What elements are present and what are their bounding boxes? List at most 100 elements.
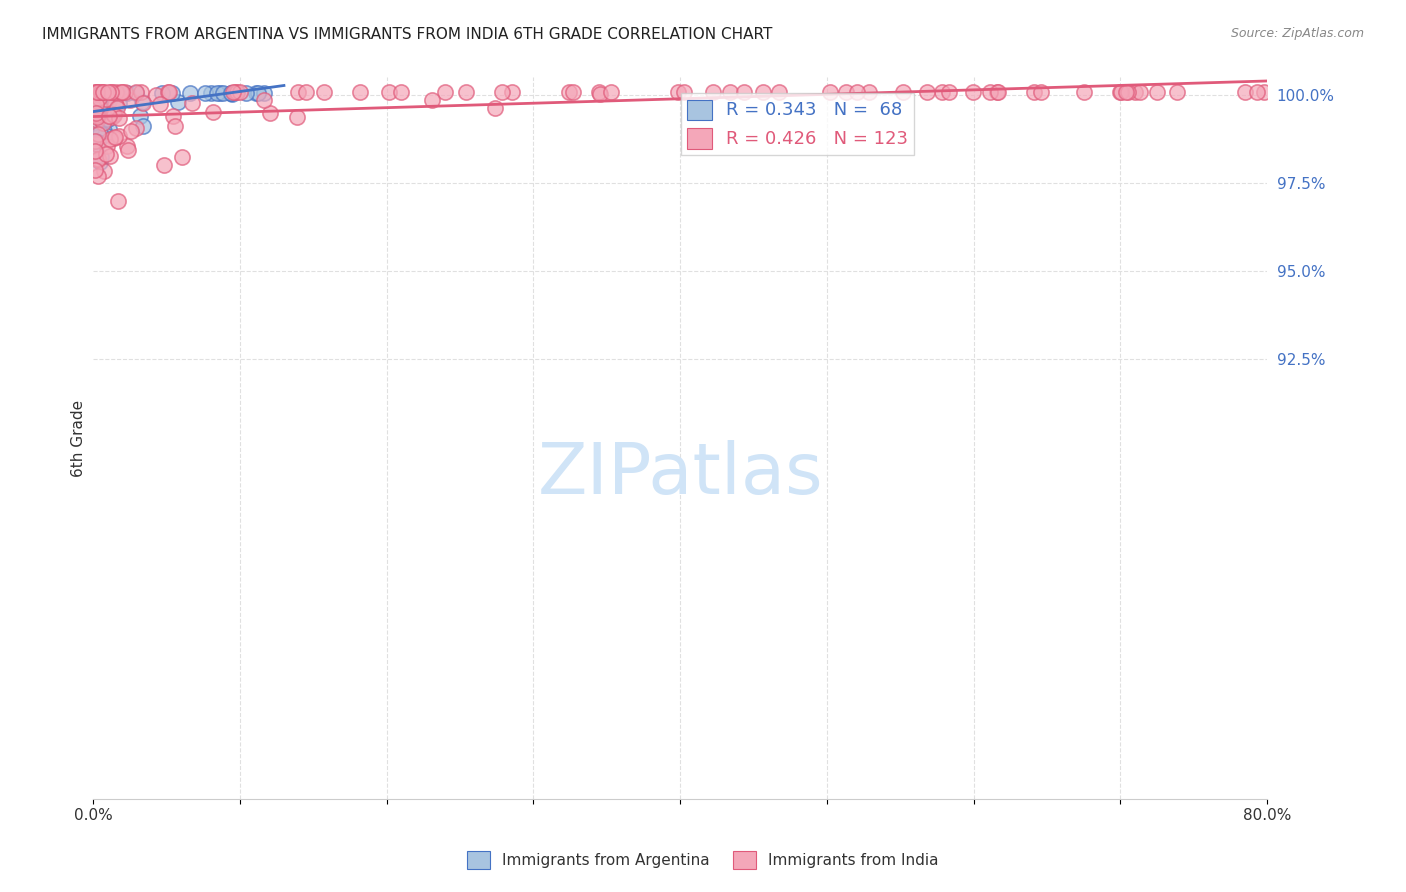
India <box>229 85 252 99</box>
India <box>110 85 132 99</box>
India <box>287 85 309 99</box>
Argentina <box>89 87 111 101</box>
India <box>84 105 107 120</box>
India <box>86 85 108 99</box>
India <box>86 136 108 151</box>
India <box>588 85 610 99</box>
Argentina <box>108 96 131 111</box>
India <box>454 85 477 99</box>
Argentina <box>208 87 231 101</box>
India <box>153 158 176 172</box>
India <box>156 85 179 99</box>
Argentina <box>91 113 114 128</box>
India <box>1029 85 1052 99</box>
India <box>114 85 136 99</box>
India <box>702 85 724 99</box>
India <box>987 85 1010 99</box>
India <box>1073 85 1095 99</box>
India <box>103 107 125 121</box>
Argentina <box>96 87 118 101</box>
Argentina <box>89 102 111 116</box>
Argentina <box>104 87 127 101</box>
Y-axis label: 6th Grade: 6th Grade <box>72 400 86 476</box>
India <box>86 97 108 112</box>
Argentina <box>105 87 128 101</box>
Argentina <box>125 87 148 101</box>
India <box>666 85 689 99</box>
India <box>1146 85 1168 99</box>
India <box>100 85 122 99</box>
India <box>101 85 124 99</box>
Argentina <box>179 87 201 101</box>
India <box>101 107 124 121</box>
Argentina <box>87 87 110 101</box>
India <box>115 139 138 153</box>
Argentina <box>200 87 222 101</box>
India <box>104 96 127 111</box>
India <box>93 164 115 178</box>
India <box>120 124 142 138</box>
India <box>1166 85 1188 99</box>
India <box>91 85 114 99</box>
Argentina <box>90 150 112 164</box>
Argentina <box>97 90 120 104</box>
Argentina <box>166 95 188 110</box>
India <box>157 85 180 99</box>
India <box>962 85 984 99</box>
India <box>96 139 118 153</box>
Argentina <box>84 93 107 107</box>
Argentina <box>212 87 235 101</box>
India <box>91 85 114 99</box>
India <box>1129 85 1152 99</box>
India <box>86 152 108 166</box>
India <box>1233 85 1256 99</box>
Argentina <box>150 87 173 101</box>
Argentina <box>247 87 270 101</box>
Argentina <box>86 134 108 148</box>
India <box>733 85 755 99</box>
Argentina <box>83 93 105 107</box>
India <box>253 93 276 107</box>
Legend: R = 0.343   N =  68, R = 0.426   N = 123: R = 0.343 N = 68, R = 0.426 N = 123 <box>681 93 914 155</box>
India <box>391 85 413 99</box>
Argentina <box>97 95 120 109</box>
India <box>979 85 1001 99</box>
India <box>752 85 775 99</box>
India <box>163 120 186 134</box>
Argentina <box>221 87 243 101</box>
India <box>129 85 152 99</box>
India <box>588 87 610 101</box>
Argentina <box>94 87 117 101</box>
India <box>294 85 316 99</box>
India <box>226 85 249 99</box>
India <box>1253 85 1275 99</box>
India <box>202 104 225 119</box>
Argentina <box>89 95 111 109</box>
India <box>491 85 513 99</box>
Argentina <box>91 87 114 101</box>
India <box>84 144 107 158</box>
India <box>86 108 108 122</box>
India <box>162 109 184 123</box>
India <box>94 147 117 161</box>
India <box>87 85 110 99</box>
India <box>145 88 167 103</box>
Argentina <box>87 119 110 133</box>
Argentina <box>253 87 276 101</box>
India <box>259 105 281 120</box>
India <box>938 85 960 99</box>
Argentina <box>84 143 107 157</box>
India <box>98 109 121 123</box>
India <box>97 85 120 99</box>
Argentina <box>93 87 115 101</box>
India <box>224 85 246 99</box>
India <box>891 85 914 99</box>
Argentina <box>83 87 105 101</box>
Argentina <box>245 87 267 101</box>
India <box>132 96 155 111</box>
India <box>117 143 139 157</box>
India <box>1115 85 1137 99</box>
Argentina <box>235 87 257 101</box>
Argentina <box>87 130 110 145</box>
India <box>103 131 125 145</box>
